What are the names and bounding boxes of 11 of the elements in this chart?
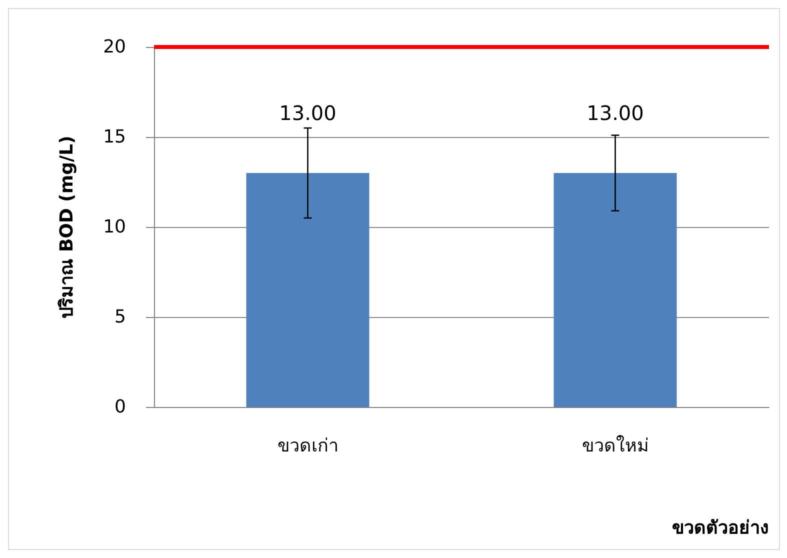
y-tick-label: 10	[103, 216, 126, 238]
y-tick-label: 20	[103, 36, 126, 58]
y-tick-label: 5	[114, 306, 126, 328]
x-axis-title: ขวดตัวอย่าง	[672, 518, 769, 538]
y-tick-label: 0	[114, 396, 126, 418]
y-tick-label: 15	[103, 126, 126, 148]
y-axis-title: ปริมาณ BOD (mg/L)	[56, 136, 78, 318]
data-label: 13.00	[586, 101, 644, 125]
data-label: 13.00	[279, 101, 336, 125]
x-tick-label: ขวดเก่า	[277, 436, 338, 456]
x-tick-label: ขวดใหม่	[582, 434, 649, 456]
